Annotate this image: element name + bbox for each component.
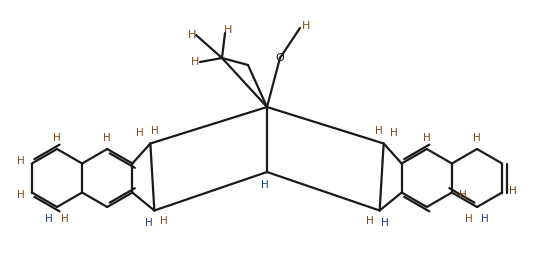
Text: H: H bbox=[61, 214, 69, 224]
Text: H: H bbox=[261, 180, 269, 190]
Text: H: H bbox=[381, 218, 389, 227]
Text: H: H bbox=[17, 190, 25, 200]
Text: H: H bbox=[17, 156, 25, 166]
Text: H: H bbox=[459, 190, 467, 200]
Text: H: H bbox=[473, 133, 481, 143]
Text: H: H bbox=[423, 133, 430, 143]
Text: H: H bbox=[465, 214, 473, 224]
Text: H: H bbox=[152, 125, 159, 135]
Text: H: H bbox=[104, 133, 111, 143]
Text: H: H bbox=[191, 57, 199, 67]
Text: H: H bbox=[481, 214, 489, 224]
Text: H: H bbox=[53, 133, 61, 143]
Text: H: H bbox=[366, 215, 373, 225]
Text: O: O bbox=[276, 53, 285, 63]
Text: H: H bbox=[145, 218, 153, 227]
Text: H: H bbox=[390, 129, 397, 139]
Text: H: H bbox=[509, 185, 517, 195]
Text: H: H bbox=[375, 125, 382, 135]
Text: H: H bbox=[302, 21, 310, 31]
Text: H: H bbox=[45, 214, 53, 224]
Text: H: H bbox=[161, 215, 168, 225]
Text: H: H bbox=[224, 25, 232, 35]
Text: H: H bbox=[137, 129, 144, 139]
Text: H: H bbox=[188, 30, 196, 40]
